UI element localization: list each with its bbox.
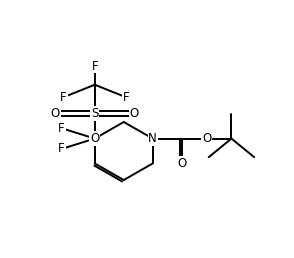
Text: S: S [91, 107, 98, 120]
Text: O: O [129, 107, 139, 120]
Text: F: F [58, 122, 65, 135]
Text: O: O [90, 132, 99, 145]
Text: O: O [202, 132, 211, 145]
Text: N: N [148, 132, 157, 145]
Text: F: F [60, 91, 67, 104]
Text: F: F [91, 60, 98, 72]
Text: O: O [177, 157, 186, 170]
Text: F: F [123, 91, 129, 104]
Text: O: O [51, 107, 60, 120]
Text: F: F [58, 142, 65, 155]
